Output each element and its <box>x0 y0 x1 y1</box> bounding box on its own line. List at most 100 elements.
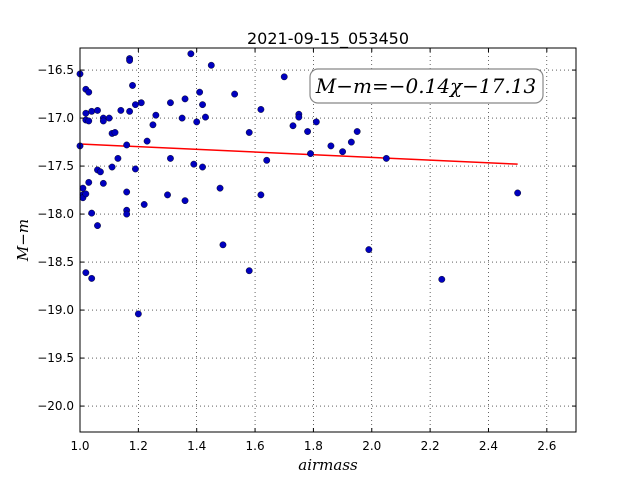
data-point <box>85 178 93 186</box>
y-tick-label: −16.5 <box>37 63 74 77</box>
data-point <box>289 122 297 130</box>
y-tick-label: −19.0 <box>37 303 74 317</box>
x-tick-label: 1.6 <box>246 439 265 453</box>
data-point <box>123 210 131 218</box>
x-tick-label: 2.6 <box>537 439 556 453</box>
data-points <box>76 50 522 318</box>
data-point <box>152 111 160 119</box>
data-point <box>245 129 253 136</box>
data-point <box>257 191 265 199</box>
x-tick-label: 2.2 <box>421 439 440 453</box>
data-point <box>97 168 104 176</box>
data-point <box>219 241 227 249</box>
data-point <box>304 128 311 135</box>
y-tick-label: −18.5 <box>37 255 74 269</box>
chart-title: 2021-09-15_053450 <box>247 29 409 49</box>
data-point <box>82 190 90 198</box>
data-point <box>149 121 157 129</box>
data-point <box>134 310 142 318</box>
y-tick-label: −20.0 <box>37 399 74 413</box>
data-point <box>181 95 189 103</box>
fit-line-group <box>79 143 518 165</box>
data-point <box>438 275 446 283</box>
data-point <box>88 274 96 282</box>
data-point <box>199 163 206 171</box>
equation-annotation: M−m=−0.14χ−17.13 <box>309 68 544 104</box>
data-point <box>207 61 215 69</box>
data-point <box>82 109 90 117</box>
x-tick-label: 1.8 <box>304 439 323 453</box>
x-tick-label: 2.0 <box>362 439 381 453</box>
data-point <box>108 163 116 171</box>
data-point <box>99 179 107 187</box>
data-point <box>79 184 87 192</box>
data-point <box>347 138 355 146</box>
data-point <box>382 154 390 162</box>
data-point <box>132 165 139 173</box>
annotation-box <box>309 68 544 104</box>
data-point <box>167 154 174 162</box>
data-point <box>85 88 93 96</box>
data-point <box>82 269 90 277</box>
data-point <box>231 90 239 98</box>
data-point <box>88 107 96 115</box>
data-point <box>353 128 361 135</box>
grid-lines <box>79 48 576 432</box>
data-point <box>123 141 131 149</box>
data-point <box>312 118 320 126</box>
data-point <box>190 160 198 168</box>
data-point <box>295 113 303 121</box>
data-point <box>202 113 209 121</box>
data-point <box>143 137 151 145</box>
y-tick-label: −18.0 <box>37 207 74 221</box>
data-point <box>263 156 271 164</box>
data-point <box>245 267 253 275</box>
x-tick-label: 1.0 <box>70 439 89 453</box>
y-tick-label: −17.5 <box>37 159 74 173</box>
y-tick-label: −17.0 <box>37 111 74 125</box>
data-point <box>514 189 522 197</box>
y-tick-label: −19.5 <box>37 351 74 365</box>
data-point <box>85 117 93 125</box>
data-point <box>307 150 314 158</box>
plot-frame <box>79 47 577 433</box>
data-point <box>105 114 113 122</box>
x-tick-label: 2.4 <box>479 439 498 453</box>
data-point <box>327 142 335 150</box>
x-axis-label: airmass <box>298 456 358 474</box>
data-point <box>123 188 131 196</box>
data-point <box>126 57 134 64</box>
data-point <box>94 222 101 230</box>
x-tick-label: 1.2 <box>129 439 148 453</box>
data-point <box>187 50 195 58</box>
data-point <box>117 107 125 114</box>
data-point <box>365 246 373 254</box>
data-point <box>193 118 201 126</box>
data-point <box>196 88 204 96</box>
data-point <box>339 148 346 156</box>
x-tick-label: 1.4 <box>187 439 206 453</box>
data-point <box>126 107 134 115</box>
data-point <box>140 201 148 208</box>
data-point <box>129 82 136 89</box>
y-axis-label: M−m <box>14 219 32 262</box>
annotation-text: M−m=−0.14χ−17.13 <box>315 74 536 98</box>
data-point <box>167 99 174 107</box>
data-point <box>181 197 189 205</box>
fit-line <box>79 143 518 165</box>
data-point <box>178 114 186 122</box>
data-point <box>280 73 288 81</box>
data-point <box>164 191 171 199</box>
data-point <box>114 154 122 162</box>
data-point <box>99 117 107 125</box>
axis-ticks: 1.0 1.2 1.4 1.6 1.8 2.0 2.2 2.4 2.6 −16.5 −17.0 −17… <box>37 48 576 453</box>
data-point <box>132 101 139 109</box>
data-point <box>111 129 119 136</box>
data-point <box>137 99 145 107</box>
data-point <box>257 106 265 113</box>
data-point <box>199 101 206 109</box>
data-point <box>94 107 101 114</box>
data-point <box>216 184 224 192</box>
data-point <box>88 209 96 217</box>
